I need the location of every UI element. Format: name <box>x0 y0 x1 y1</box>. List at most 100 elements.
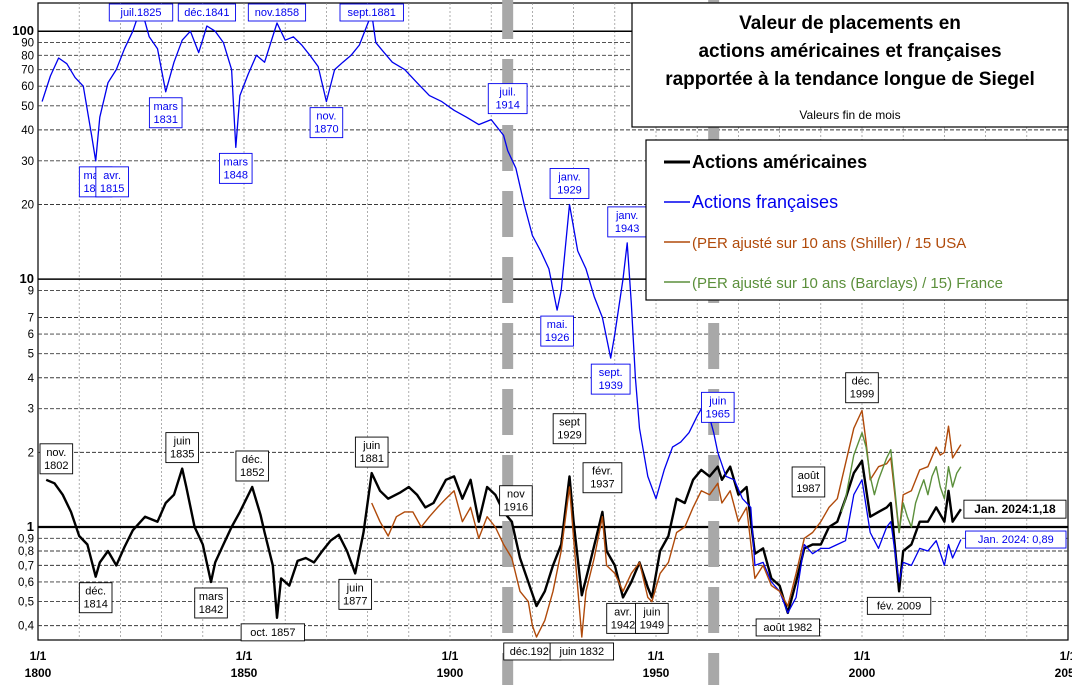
annotation-text: 1870 <box>314 124 338 136</box>
y-tick-label: 0,8 <box>18 546 34 558</box>
annotation-box <box>866 596 932 615</box>
annotation-label: sept.1939 <box>590 363 631 395</box>
annotation-text: 1943 <box>615 223 639 235</box>
series-layer <box>41 6 962 638</box>
y-tick-label: 0,7 <box>18 560 34 572</box>
annotation-text: juin <box>173 436 191 448</box>
annotation-text: 1877 <box>343 595 367 607</box>
annotation-text: sept. <box>599 367 623 379</box>
annotation-text: juin <box>346 582 364 594</box>
annotation-text: mars <box>224 156 249 168</box>
annotation-text: 1914 <box>495 100 519 112</box>
y-tick-label: 1 <box>27 519 34 534</box>
x-tick-label-top: 1/1 <box>1060 649 1072 663</box>
x-tick-label-top: 1/1 <box>236 649 253 663</box>
x-tick-label-bottom: 1900 <box>437 666 464 680</box>
annotation-box <box>240 623 306 642</box>
y-tick-label: 9 <box>28 285 34 297</box>
annotation-text: juin <box>642 606 660 618</box>
annotation-text: 1949 <box>640 619 664 631</box>
annotation-box <box>549 642 615 661</box>
annotation-text: Jan. 2024:1,18 <box>974 502 1056 516</box>
annotation-text: mars <box>153 101 178 113</box>
annotation-text: sept <box>559 417 580 429</box>
annotation-text: févr. <box>592 466 613 478</box>
annotation-box <box>635 602 669 634</box>
y-tick-label: 4 <box>28 373 35 385</box>
annotation-box <box>194 587 228 619</box>
x-tick-label-bottom: 1800 <box>25 666 52 680</box>
annotation-text: 1881 <box>359 453 383 465</box>
annotation-label: nov.1802 <box>39 443 74 475</box>
y-tick-label: 40 <box>21 125 34 137</box>
annotation-label: janv.1943 <box>607 206 648 238</box>
title-box-frame <box>631 2 1069 128</box>
annotation-text: mai. <box>547 319 568 331</box>
annotation-box <box>540 315 574 347</box>
x-tick-label-top: 1/1 <box>854 649 871 663</box>
annotation-box <box>590 363 631 395</box>
annotation-text: fév. 2009 <box>877 600 921 612</box>
annotation-text: juin <box>362 440 380 452</box>
annotation-box <box>791 466 826 498</box>
annotation-text: janv. <box>615 210 638 222</box>
annotation-box <box>339 3 404 22</box>
x-tick-label-bottom: 1950 <box>643 666 670 680</box>
annotation-text: 1814 <box>83 599 107 611</box>
annotation-box <box>177 3 237 22</box>
annotation-box <box>78 582 113 614</box>
annotation-box <box>607 206 648 238</box>
annotation-box <box>582 462 623 494</box>
annotation-text: juin <box>708 395 726 407</box>
annotation-box <box>95 166 129 198</box>
annotation-label: juin 1832 <box>549 642 615 661</box>
annotation-label: févr.1937 <box>582 462 623 494</box>
annotation-label: déc.1920 <box>503 642 562 661</box>
annotation-text: 1815 <box>100 183 124 195</box>
annotation-text: 1942 <box>611 619 635 631</box>
annotation-text: déc.1920 <box>510 646 555 658</box>
annotation-text: août <box>798 470 819 482</box>
annotation-box <box>354 436 389 468</box>
annotation-box <box>963 499 1067 519</box>
annotation-box <box>39 443 74 475</box>
annotation-text: juil. <box>498 87 516 99</box>
annotation-text: 1852 <box>240 467 264 479</box>
annotation-text: nov <box>507 489 525 501</box>
annotation-text: nov.1858 <box>255 7 299 19</box>
annotation-label: fév. 2009 <box>866 596 932 615</box>
annotation-box <box>499 485 533 517</box>
annotation-box <box>552 413 587 445</box>
annotation-text: nov. <box>46 447 66 459</box>
title-box: Valeur de placements en actions américain… <box>631 2 1069 128</box>
annotation-label: sept.1881 <box>339 3 404 22</box>
legend-label: (PER ajusté sur 10 ans (Shiller) / 15 US… <box>692 235 966 252</box>
annotation-label: août 1982 <box>755 618 821 637</box>
series-line <box>45 459 962 619</box>
annotation-label: déc.1814 <box>78 582 113 614</box>
chart-subtitle: Valeurs fin de mois <box>799 108 900 122</box>
legend-frame <box>645 139 1069 301</box>
annotation-text: avr. <box>103 170 121 182</box>
annotation-text: 1835 <box>170 449 194 461</box>
y-tick-label: 50 <box>21 101 34 113</box>
y-tick-label: 10 <box>20 271 34 286</box>
x-tick-label-bottom: 1850 <box>231 666 258 680</box>
annotation-text: 1831 <box>153 114 177 126</box>
y-tick-label: 80 <box>21 50 34 62</box>
annotation-text: 1999 <box>850 389 874 401</box>
annotation-box <box>235 450 270 482</box>
annotation-text: déc. <box>242 454 263 466</box>
x-tick-label-top: 1/1 <box>442 649 459 663</box>
annotation-box <box>845 372 879 404</box>
annotation-text: 1929 <box>557 184 581 196</box>
